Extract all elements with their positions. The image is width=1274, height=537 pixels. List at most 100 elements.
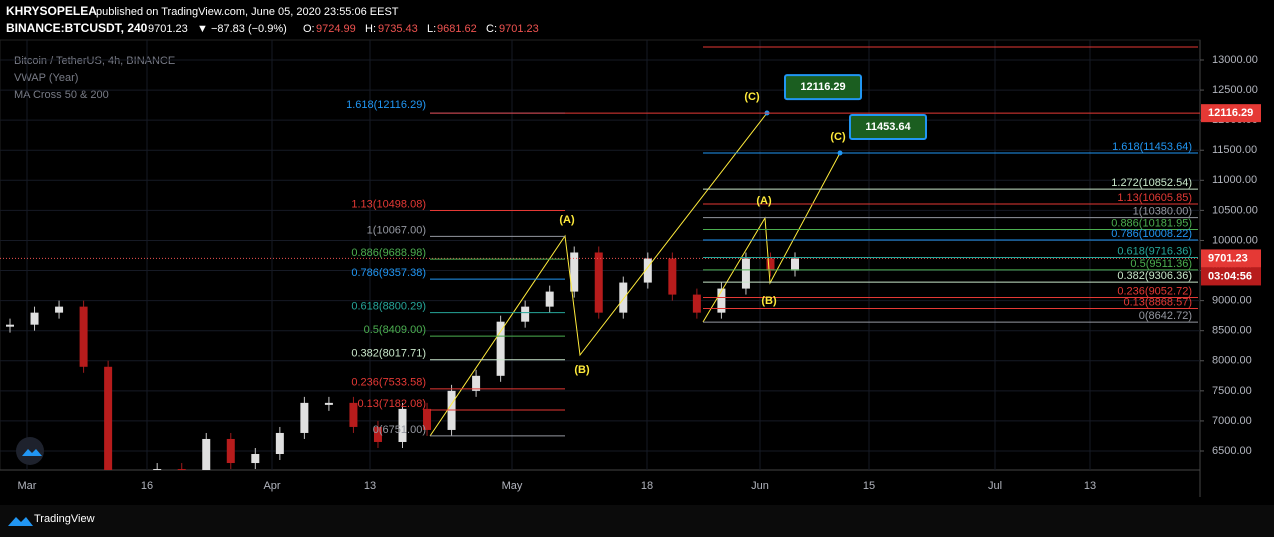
y-tick-label: 8500.00 <box>1212 325 1252 337</box>
fib-label: 0.886(9688.98) <box>351 247 426 259</box>
l-label: L: <box>427 23 436 35</box>
candle <box>423 408 432 430</box>
x-tick-label: Apr <box>263 480 280 492</box>
candle <box>692 294 701 313</box>
symbol: BINANCE:BTCUSDT, 240 <box>6 21 148 35</box>
candle <box>766 258 775 271</box>
fib-label: 0.886(10181.95) <box>1111 217 1192 229</box>
candle <box>251 454 260 464</box>
fib-label: 0.236(7533.58) <box>351 377 426 389</box>
candle <box>300 402 309 433</box>
callout <box>784 74 862 101</box>
high: 9735.43 <box>378 23 418 35</box>
open: 9724.99 <box>316 23 356 35</box>
change: ▼ −87.83 (−0.9%) <box>197 23 287 35</box>
candle <box>619 282 628 313</box>
wave-label: (B) <box>761 295 777 307</box>
wave-label: (B) <box>574 364 590 376</box>
candle <box>545 291 554 307</box>
y-tick-label: 11500.00 <box>1212 144 1257 156</box>
legend-item: VWAP (Year) <box>14 72 78 84</box>
candle <box>55 306 64 313</box>
callout-label: 11453.64 <box>865 121 911 133</box>
candle <box>496 321 505 376</box>
y-tick-label: 11000.00 <box>1212 174 1257 186</box>
candle <box>668 258 677 295</box>
price-badge-label: 12116.29 <box>1208 107 1253 119</box>
y-tick-label: 13000.00 <box>1212 54 1258 66</box>
published: published on TradingView.com, June 05, 2… <box>96 6 399 18</box>
close: 9701.23 <box>499 23 539 35</box>
candle <box>324 402 333 405</box>
fib-label: 1.272(10852.54) <box>1111 177 1192 189</box>
last: 9701.23 <box>148 23 188 35</box>
fib-label: 0.382(8017.71) <box>351 348 426 360</box>
countdown: 03:04:56 <box>1208 270 1252 282</box>
candle <box>398 408 407 442</box>
watermark-logo <box>22 449 42 456</box>
fib-label: 0.236(9052.72) <box>1117 285 1192 297</box>
y-tick-label: 10500.00 <box>1212 204 1258 216</box>
candle <box>275 432 284 455</box>
x-tick-label: 13 <box>364 480 376 492</box>
wave-label: (C) <box>744 91 760 103</box>
candle <box>153 469 162 470</box>
legend-item: Bitcoin / TetherUS, 4h, BINANCE <box>14 55 175 67</box>
candle <box>349 402 358 427</box>
x-tick-label: 15 <box>863 480 875 492</box>
fib-label: 0(6751.00) <box>373 424 426 436</box>
fib-label: 0.618(9716.36) <box>1117 245 1192 257</box>
callout-label: 12116.29 <box>800 81 845 93</box>
footer-brand: TradingView <box>34 513 95 525</box>
candle <box>6 324 14 327</box>
candle <box>177 469 186 470</box>
candle <box>594 252 603 313</box>
candle <box>521 306 530 322</box>
candle <box>741 258 750 289</box>
x-tick-label: 16 <box>141 480 153 492</box>
x-tick-label: Jun <box>751 480 769 492</box>
wave-label: (C) <box>830 131 846 143</box>
logo <box>8 517 33 526</box>
o-label: O: <box>303 23 315 35</box>
y-tick-label: 7000.00 <box>1212 415 1252 427</box>
fib-label: 1.13(10605.85) <box>1117 192 1192 204</box>
y-tick-label: 6500.00 <box>1212 445 1252 457</box>
y-tick-label: 9000.00 <box>1212 295 1252 307</box>
fib-label: 1(10380.00) <box>1133 206 1192 218</box>
x-tick-label: Jul <box>988 480 1002 492</box>
candle <box>717 288 726 313</box>
x-tick-label: May <box>502 480 523 492</box>
fib-label: 0.786(9357.38) <box>351 267 426 279</box>
fib-label: 1(10067.00) <box>367 224 426 236</box>
fib-label: 0.618(8800.29) <box>351 301 426 313</box>
candle <box>79 306 88 367</box>
price-badge-label: 9701.23 <box>1208 252 1248 264</box>
y-tick-label: 8000.00 <box>1212 355 1252 367</box>
candle <box>30 312 39 325</box>
countdown-badge <box>1201 267 1261 286</box>
candle <box>472 375 481 391</box>
wave-label: (A) <box>559 214 575 226</box>
callout <box>849 114 927 141</box>
y-tick-label: 10000.00 <box>1212 234 1258 246</box>
fib-label: 0.13(8868.57) <box>1124 296 1193 308</box>
fib-label: 1.13(10498.08) <box>351 198 426 210</box>
candle <box>202 438 211 470</box>
fib-label: 0.382(9306.36) <box>1117 270 1192 282</box>
y-tick-label: 12500.00 <box>1212 84 1258 96</box>
fib-label: 0(8642.72) <box>1139 310 1192 322</box>
candle <box>373 426 382 442</box>
x-tick-label: Mar <box>18 480 37 492</box>
fib-label: 0.5(8409.00) <box>364 324 426 336</box>
wave-label: (A) <box>756 195 772 207</box>
candle <box>104 366 113 470</box>
price-badge <box>1201 249 1261 268</box>
fib-label: 0.13(7182.08) <box>358 398 427 410</box>
y-tick-label: 7500.00 <box>1212 385 1252 397</box>
candle <box>570 252 579 292</box>
fib-label: 0.786(10008.22) <box>1111 228 1192 240</box>
candle <box>643 258 652 283</box>
x-tick-label: 18 <box>641 480 653 492</box>
